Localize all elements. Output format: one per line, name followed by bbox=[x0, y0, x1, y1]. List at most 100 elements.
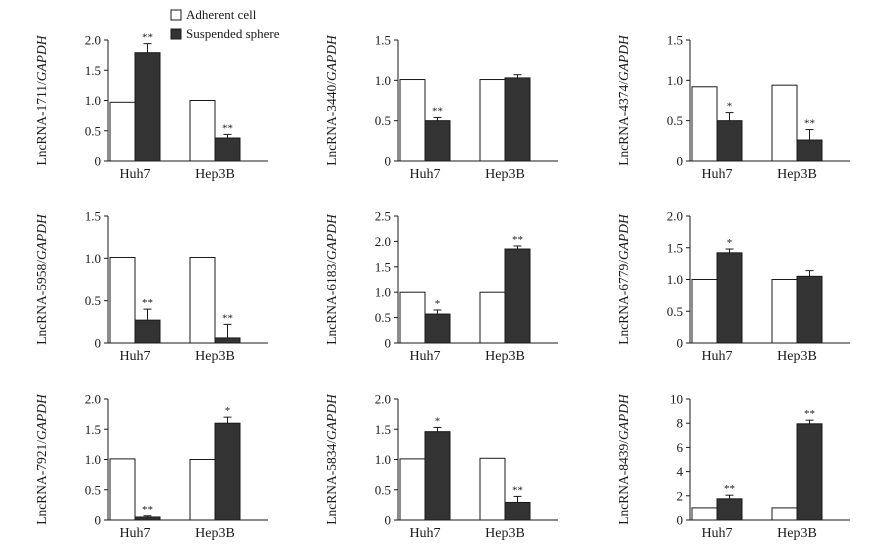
bar-suspended-hep3b bbox=[214, 422, 241, 521]
bar-adherent-hep3b bbox=[189, 256, 216, 344]
y-axis-label-gene: GAPDH bbox=[324, 34, 339, 81]
y-axis-label-gene: GAPDH bbox=[616, 393, 631, 440]
bar-adherent-huh7 bbox=[109, 101, 136, 162]
y-tick-label: 1.5 bbox=[85, 422, 101, 437]
bar-suspended-huh7 bbox=[716, 120, 743, 162]
bar-suspended-hep3b bbox=[504, 501, 531, 521]
y-axis-label: LncRNA-6779/GAPDH bbox=[616, 213, 631, 345]
y-tick-label: 1.5 bbox=[667, 240, 683, 255]
significance-mark: ** bbox=[804, 118, 815, 130]
y-tick-label: 1.5 bbox=[375, 422, 391, 437]
legend-label-suspended: Suspended sphere bbox=[186, 26, 280, 41]
category-label-huh7: Huh7 bbox=[409, 526, 440, 541]
chart-panel-4: 0 0.5 1.0 1.5 LncRNA-5958/GAPDH ** Huh7 ** Hep3B bbox=[34, 209, 268, 364]
chart-panel-8: 0 0.5 1.0 1.5 2.0 LncRNA-5834/GAPDH * Huh7 ** Hep… bbox=[324, 392, 558, 541]
y-axis-label-lncrna: LncRNA-5958/ bbox=[34, 260, 49, 345]
legend-swatch-adherent bbox=[170, 9, 182, 21]
category-label-hep3b: Hep3B bbox=[195, 526, 235, 541]
y-axis-label-lncrna: LncRNA-8439/ bbox=[616, 440, 631, 525]
y-tick-label: 0.5 bbox=[375, 310, 391, 325]
bar-suspended-huh7 bbox=[716, 498, 743, 521]
y-tick-label: 4 bbox=[677, 464, 684, 479]
bar-suspended-hep3b bbox=[214, 337, 241, 344]
category-label-huh7: Huh7 bbox=[701, 349, 732, 364]
y-tick-label: 1.0 bbox=[85, 93, 101, 108]
bar-adherent-hep3b bbox=[771, 507, 798, 521]
category-label-hep3b: Hep3B bbox=[485, 349, 525, 364]
bar-adherent-hep3b bbox=[479, 291, 506, 344]
y-tick-label: 2.0 bbox=[667, 209, 683, 224]
bar-adherent-huh7 bbox=[399, 291, 426, 344]
y-axis-label: LncRNA-5834/GAPDH bbox=[324, 393, 339, 525]
bar-adherent-hep3b bbox=[771, 84, 798, 162]
category-label-hep3b: Hep3B bbox=[195, 349, 235, 364]
y-axis-label-lncrna: LncRNA-7921/ bbox=[34, 440, 49, 525]
y-axis-label-gene: GAPDH bbox=[616, 34, 631, 81]
y-axis-label-lncrna: LncRNA-4374/ bbox=[616, 81, 631, 166]
significance-mark: ** bbox=[142, 32, 153, 44]
category-label-hep3b: Hep3B bbox=[777, 167, 817, 182]
bar-adherent-huh7 bbox=[691, 86, 718, 162]
y-tick-label: 1.0 bbox=[375, 285, 391, 300]
y-axis-label-gene: GAPDH bbox=[34, 34, 49, 81]
y-tick-label: 0.5 bbox=[667, 304, 683, 319]
y-tick-label: 2.5 bbox=[375, 209, 391, 224]
bar-adherent-huh7 bbox=[109, 458, 136, 521]
y-axis-label-gene: GAPDH bbox=[34, 213, 49, 260]
y-tick-label: 0 bbox=[95, 336, 102, 351]
significance-mark: ** bbox=[512, 484, 523, 496]
bar-suspended-hep3b bbox=[504, 77, 531, 162]
y-tick-label: 0.5 bbox=[667, 113, 683, 128]
category-label-hep3b: Hep3B bbox=[485, 167, 525, 182]
bar-adherent-huh7 bbox=[109, 256, 136, 344]
category-label-huh7: Huh7 bbox=[119, 526, 150, 541]
category-label-hep3b: Hep3B bbox=[777, 526, 817, 541]
y-tick-label: 0.5 bbox=[85, 482, 101, 497]
y-axis-label-lncrna: LncRNA-5834/ bbox=[324, 440, 339, 525]
y-tick-label: 2.0 bbox=[375, 234, 391, 249]
bar-suspended-hep3b bbox=[796, 139, 823, 162]
y-tick-label: 1.0 bbox=[85, 251, 101, 266]
y-axis-label-lncrna: LncRNA-3440/ bbox=[324, 81, 339, 166]
chart-panel-3: 0 0.5 1.0 1.5 LncRNA-4374/GAPDH * Huh7 ** Hep3B bbox=[616, 33, 850, 182]
y-tick-label: 0 bbox=[95, 154, 102, 169]
y-tick-label: 0 bbox=[677, 513, 684, 528]
y-tick-label: 0 bbox=[385, 154, 392, 169]
category-label-hep3b: Hep3B bbox=[777, 349, 817, 364]
y-tick-label: 8 bbox=[677, 416, 684, 431]
significance-mark: * bbox=[225, 405, 231, 417]
bar-suspended-huh7 bbox=[424, 431, 451, 521]
y-axis-label-lncrna: LncRNA-1711/ bbox=[34, 81, 49, 165]
category-label-huh7: Huh7 bbox=[119, 167, 150, 182]
y-axis-label: LncRNA-8439/GAPDH bbox=[616, 393, 631, 525]
y-axis-label: LncRNA-4374/GAPDH bbox=[616, 34, 631, 166]
y-tick-label: 1.5 bbox=[667, 33, 683, 48]
y-tick-label: 0.5 bbox=[375, 113, 391, 128]
bar-adherent-hep3b bbox=[189, 459, 216, 521]
legend-label-adherent: Adherent cell bbox=[186, 7, 257, 22]
significance-mark: * bbox=[435, 415, 441, 427]
category-label-huh7: Huh7 bbox=[701, 526, 732, 541]
y-axis-label-gene: GAPDH bbox=[324, 213, 339, 260]
bar-adherent-hep3b bbox=[771, 279, 798, 344]
y-tick-label: 6 bbox=[677, 440, 684, 455]
bar-adherent-huh7 bbox=[399, 458, 426, 521]
bar-adherent-hep3b bbox=[479, 457, 506, 521]
y-axis-label-gene: GAPDH bbox=[616, 213, 631, 260]
significance-mark: ** bbox=[724, 483, 735, 495]
y-tick-label: 1.0 bbox=[667, 272, 683, 287]
chart-panel-7: 0 0.5 1.0 1.5 2.0 LncRNA-7921/GAPDH ** Huh7 * Hep… bbox=[34, 392, 268, 541]
significance-mark: * bbox=[727, 101, 733, 113]
y-tick-label: 0 bbox=[677, 336, 684, 351]
y-tick-label: 0 bbox=[385, 513, 392, 528]
y-axis-label-gene: GAPDH bbox=[34, 393, 49, 440]
y-tick-label: 2.0 bbox=[375, 392, 391, 407]
y-tick-label: 0.5 bbox=[85, 293, 101, 308]
y-tick-label: 1.5 bbox=[85, 209, 101, 224]
y-tick-label: 1.0 bbox=[667, 73, 683, 88]
y-tick-label: 1.5 bbox=[375, 259, 391, 274]
significance-mark: ** bbox=[804, 408, 815, 420]
y-axis-label-lncrna: LncRNA-6183/ bbox=[324, 260, 339, 345]
